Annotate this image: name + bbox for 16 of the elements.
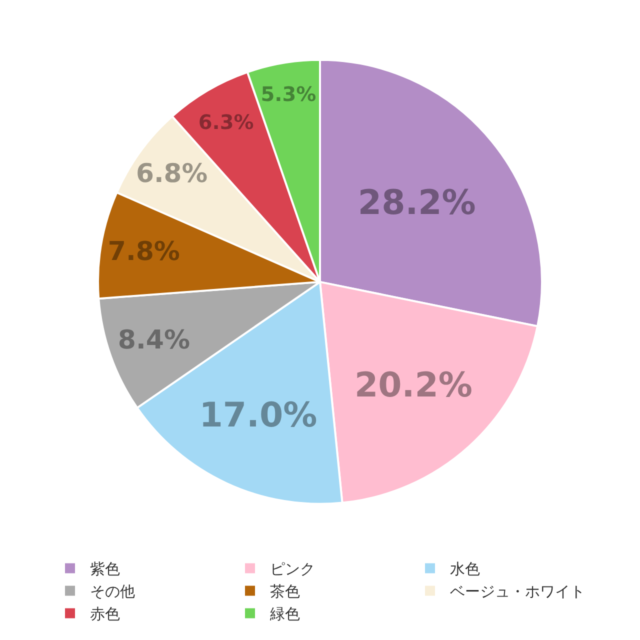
data-label: 5.3% bbox=[260, 82, 316, 106]
legend-label: その他 bbox=[90, 582, 135, 601]
data-label: 6.3% bbox=[198, 110, 254, 134]
data-label: 7.8% bbox=[108, 236, 180, 267]
data-label: 17.0% bbox=[199, 395, 318, 436]
data-label: 6.8% bbox=[136, 159, 208, 190]
legend-label: ピンク bbox=[270, 560, 315, 578]
legend-label: 紫色 bbox=[90, 560, 120, 578]
legend-label: 緑色 bbox=[269, 605, 300, 624]
legend-label: ベージュ・ホワイト bbox=[450, 582, 585, 601]
data-label: 28.2% bbox=[358, 182, 476, 223]
data-label: 20.2% bbox=[354, 365, 472, 406]
legend-label: 水色 bbox=[450, 560, 480, 578]
legend-label: 茶色 bbox=[270, 582, 300, 601]
data-label: 8.4% bbox=[118, 326, 190, 356]
legend-label: 赤色 bbox=[90, 605, 120, 624]
